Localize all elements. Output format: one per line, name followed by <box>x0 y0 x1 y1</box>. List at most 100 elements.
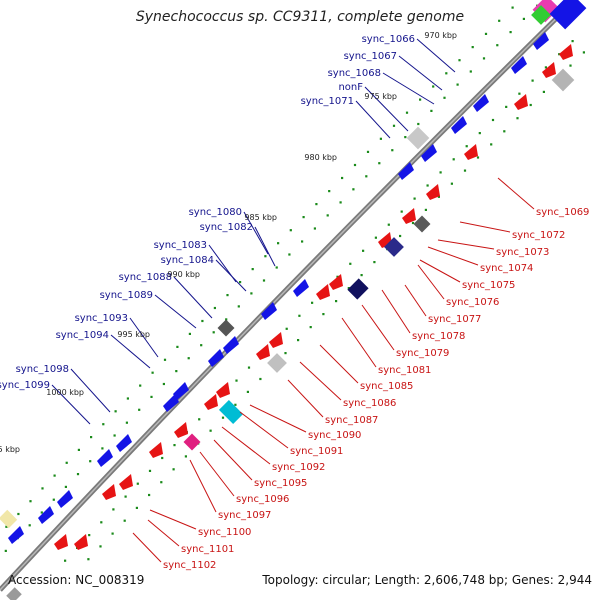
gene-label[interactable]: sync_1081 <box>378 365 431 376</box>
gene-feature-block[interactable] <box>217 319 235 337</box>
gene-feature-block[interactable] <box>384 237 404 257</box>
reverse-gene[interactable] <box>464 144 478 160</box>
reverse-gene[interactable] <box>102 484 116 500</box>
gene-label[interactable]: nonF <box>338 82 363 93</box>
gene-feature-block[interactable] <box>6 587 22 600</box>
forward-gene[interactable] <box>38 506 54 524</box>
gene-label[interactable]: sync_1096 <box>236 494 289 505</box>
gene-feature-block[interactable] <box>347 278 369 300</box>
reverse-gene[interactable] <box>216 382 230 398</box>
gene-label[interactable]: sync_1076 <box>446 297 499 308</box>
feature-dot <box>187 357 190 360</box>
gene-label[interactable]: sync_1072 <box>512 230 565 241</box>
reverse-gene[interactable] <box>559 44 573 60</box>
forward-gene[interactable] <box>533 32 549 50</box>
gene-label[interactable]: sync_1098 <box>16 364 69 375</box>
forward-gene[interactable] <box>57 490 73 508</box>
reverse-gene[interactable] <box>149 442 163 458</box>
feature-dot <box>544 66 547 69</box>
gene-label[interactable]: sync_1082 <box>200 222 253 233</box>
gene-label[interactable]: sync_1079 <box>396 348 449 359</box>
reverse-gene[interactable] <box>119 474 133 490</box>
gene-label[interactable]: sync_1080 <box>189 207 242 218</box>
gene-label[interactable]: sync_1088 <box>119 272 172 283</box>
forward-gene[interactable] <box>8 526 24 544</box>
gene-label[interactable]: sync_1092 <box>272 462 325 473</box>
reverse-gene[interactable] <box>54 534 68 550</box>
gene-label[interactable]: sync_1083 <box>154 240 207 251</box>
gene-label[interactable]: sync_1075 <box>462 280 515 291</box>
forward-gene[interactable] <box>398 162 414 180</box>
gene-label[interactable]: sync_1093 <box>75 313 128 324</box>
feature-dot <box>188 332 191 335</box>
gene-label[interactable]: sync_1099 <box>0 380 50 391</box>
feature-dot <box>198 418 201 421</box>
gene-label[interactable]: sync_1087 <box>325 415 378 426</box>
reverse-gene[interactable] <box>402 208 416 224</box>
gene-label[interactable]: sync_1086 <box>343 398 396 409</box>
gene-feature-block[interactable] <box>413 215 431 233</box>
feature-dot <box>111 532 114 535</box>
forward-gene[interactable] <box>261 302 277 320</box>
forward-gene[interactable] <box>451 116 467 134</box>
forward-gene[interactable] <box>208 349 224 367</box>
forward-gene[interactable] <box>511 56 527 74</box>
gene-feature-block[interactable] <box>551 68 575 92</box>
reverse-gene[interactable] <box>204 394 218 410</box>
gene-label[interactable]: sync_1089 <box>100 290 153 301</box>
forward-gene[interactable] <box>97 449 113 467</box>
gene-feature-block[interactable] <box>218 399 244 425</box>
reverse-gene[interactable] <box>514 94 528 110</box>
feature-dot <box>400 210 403 213</box>
gene-label[interactable]: sync_1097 <box>218 510 271 521</box>
reverse-gene[interactable] <box>329 274 343 290</box>
gene-label[interactable]: sync_1078 <box>412 331 465 342</box>
reverse-gene[interactable] <box>174 422 188 438</box>
feature-dot <box>28 524 31 527</box>
leader-line <box>355 100 391 139</box>
forward-gene[interactable] <box>116 434 132 452</box>
gene-label[interactable]: sync_1067 <box>344 51 397 62</box>
forward-gene[interactable] <box>293 279 309 297</box>
leader-line <box>381 289 411 334</box>
feature-dot <box>151 371 154 374</box>
gene-label[interactable]: sync_1066 <box>362 34 415 45</box>
forward-gene[interactable] <box>421 144 437 162</box>
reverse-gene[interactable] <box>256 344 270 360</box>
feature-dot <box>484 32 488 35</box>
gene-label[interactable]: sync_1084 <box>161 255 214 266</box>
feature-dot <box>352 188 355 191</box>
gene-feature-block[interactable] <box>0 509 18 529</box>
gene-label[interactable]: sync_1071 <box>301 96 354 107</box>
gene-label[interactable]: sync_1068 <box>328 68 381 79</box>
gene-label[interactable]: sync_1090 <box>308 430 361 441</box>
gene-feature-block[interactable] <box>549 0 587 30</box>
feature-dot <box>439 171 442 174</box>
reverse-gene[interactable] <box>316 284 330 300</box>
gene-feature-block[interactable] <box>267 353 287 373</box>
feature-dot <box>123 519 126 522</box>
gene-feature-block[interactable] <box>183 433 201 451</box>
gene-label[interactable]: sync_1094 <box>56 330 109 341</box>
gene-label[interactable]: sync_1069 <box>536 207 589 218</box>
reverse-gene[interactable] <box>426 184 440 200</box>
reverse-gene[interactable] <box>542 62 556 78</box>
reverse-gene[interactable] <box>74 534 88 550</box>
feature-dot <box>289 229 292 232</box>
gene-label[interactable]: sync_1085 <box>360 381 413 392</box>
forward-gene[interactable] <box>173 382 189 400</box>
forward-gene[interactable] <box>163 394 179 412</box>
feature-dot <box>297 339 300 342</box>
gene-label[interactable]: sync_1102 <box>163 560 216 571</box>
gene-label[interactable]: sync_1100 <box>198 527 251 538</box>
gene-label[interactable]: sync_1091 <box>290 446 343 457</box>
reverse-gene[interactable] <box>269 332 283 348</box>
gene-label[interactable]: sync_1074 <box>480 263 533 274</box>
gene-label[interactable]: sync_1077 <box>428 314 481 325</box>
gene-label[interactable]: sync_1101 <box>181 544 234 555</box>
forward-gene[interactable] <box>473 94 489 112</box>
feature-dot <box>336 275 339 278</box>
gene-label[interactable]: sync_1073 <box>496 247 549 258</box>
forward-gene[interactable] <box>223 336 239 354</box>
gene-label[interactable]: sync_1095 <box>254 478 307 489</box>
